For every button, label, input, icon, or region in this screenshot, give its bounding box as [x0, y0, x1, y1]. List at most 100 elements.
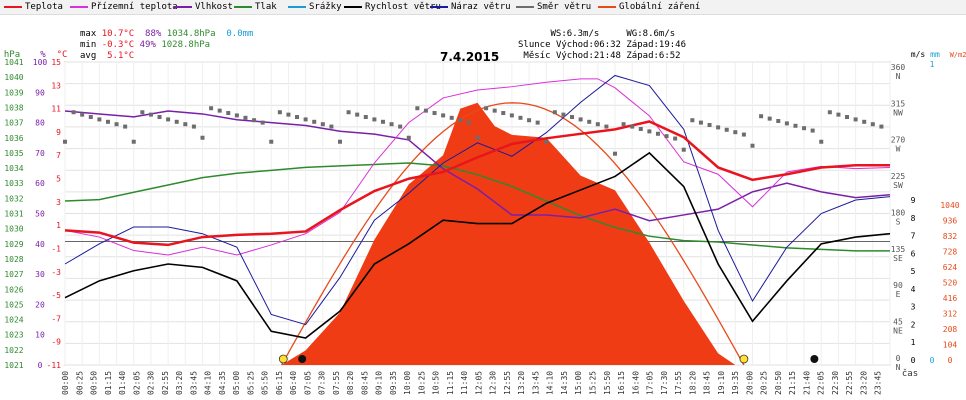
- dir-tick-label: SE: [893, 254, 903, 263]
- x-tick: 05:50: [261, 371, 270, 395]
- wind-direction-point: [80, 112, 85, 117]
- series-wind-speed: [64, 151, 891, 339]
- c-tick: -7: [51, 314, 61, 323]
- chart-title: 7.4.2015: [440, 50, 500, 64]
- x-tick: 14:35: [560, 371, 569, 395]
- sunset-marker: [739, 354, 749, 364]
- x-tick: 10:50: [432, 371, 441, 395]
- series-humidity: [64, 110, 891, 222]
- wind-direction-point: [423, 108, 428, 113]
- x-tick: 15:50: [603, 371, 612, 395]
- wind-direction-point: [71, 110, 76, 115]
- pct-tick: 70: [35, 149, 45, 158]
- x-tick: 09:35: [389, 371, 398, 395]
- max-label: max: [80, 29, 97, 39]
- series-ground-temp: [64, 78, 891, 256]
- pct-tick: 100: [33, 58, 48, 67]
- wind-direction-point: [544, 139, 549, 144]
- dir-tick-label: NW: [893, 108, 903, 117]
- wind-direction-point: [88, 115, 93, 120]
- wm2-tick: 1040: [940, 201, 959, 210]
- wind-direction-point: [243, 115, 248, 120]
- wind-direction-point: [776, 119, 781, 124]
- series-pressure: [64, 162, 890, 252]
- stats-block: max 10.7°C 88% 1034.8hPa 0.0mm min -0.3°…: [80, 18, 253, 62]
- wind-direction-point: [862, 119, 867, 124]
- wind-direction-point: [647, 129, 652, 134]
- legend-item: Tlak: [234, 2, 277, 12]
- wm2-tick: 104: [943, 341, 958, 350]
- wind-direction-point: [234, 113, 239, 118]
- wind-direction-point: [209, 106, 214, 111]
- wind-direction-point: [767, 116, 772, 121]
- axis-unit-ms: m/s: [911, 50, 926, 59]
- x-tick: 11:40: [460, 371, 469, 395]
- sun-block: WS:6.3m/s WG:8.6m/s Slunce Východ:06:32 …: [518, 18, 686, 62]
- wind-direction-point: [621, 122, 626, 127]
- hpa-tick: 1030: [4, 225, 23, 234]
- ms-tick: 2: [911, 320, 916, 329]
- wg-value: WG:8.6m/s: [626, 29, 676, 39]
- legend-label: Rychlost větru: [365, 2, 441, 12]
- legend: Teplota Přízemní teplota Vlhkost Tlak Srážky…: [0, 0, 966, 15]
- c-tick: 15: [51, 58, 61, 67]
- x-tick: 22:05: [817, 371, 826, 395]
- x-tick: 06:15: [275, 371, 284, 395]
- wind-direction-point: [63, 139, 67, 144]
- wind-direction-point: [363, 115, 368, 120]
- hpa-tick: 1034: [4, 164, 23, 173]
- hpa-tick: 1041: [4, 58, 23, 67]
- wind-direction-point: [441, 113, 446, 118]
- x-tick: 12:30: [489, 371, 498, 395]
- legend-item: Vlhkost: [174, 2, 233, 12]
- wind-direction-point: [346, 110, 351, 115]
- x-tick: 07:05: [303, 371, 312, 395]
- hpa-tick: 1029: [4, 240, 23, 249]
- wind-direction-point: [681, 147, 686, 152]
- legend-label: Vlhkost: [195, 2, 233, 12]
- c-tick: 11: [51, 105, 61, 114]
- wind-direction-point: [217, 108, 222, 113]
- wm2-tick: 520: [943, 279, 958, 288]
- wind-direction-point: [484, 106, 489, 111]
- x-tick: 00:50: [90, 371, 99, 395]
- wind-direction-point: [174, 119, 179, 124]
- wm2-tick: 208: [943, 325, 958, 334]
- wind-direction-point: [449, 115, 454, 120]
- x-tick: 22:55: [845, 371, 854, 395]
- moonrise: Východ:21:48: [555, 51, 621, 61]
- wm2-tick: 312: [943, 310, 958, 319]
- wind-direction-point: [312, 119, 317, 124]
- wind-direction-point: [260, 120, 265, 125]
- dir-tick-value: 360: [891, 63, 906, 72]
- wind-direction-point: [123, 124, 128, 129]
- wind-direction-point: [501, 111, 506, 116]
- wind-direction-point: [183, 122, 188, 127]
- pct-tick: 50: [35, 210, 45, 219]
- wind-direction-point: [380, 119, 385, 124]
- wind-direction-point: [338, 139, 342, 144]
- legend-swatch: [234, 5, 252, 8]
- wind-direction-point: [157, 115, 162, 120]
- x-tick: 21:40: [802, 371, 811, 395]
- c-tick: 1: [56, 221, 61, 230]
- pct-tick: 80: [35, 119, 45, 128]
- legend-item: Náraz větru: [430, 2, 511, 12]
- x-tick: 17:05: [646, 371, 655, 395]
- x-tick: 13:20: [517, 371, 526, 395]
- wind-direction-point: [673, 136, 678, 141]
- x-tick: 05:25: [246, 371, 255, 395]
- wm2-tick: 624: [943, 263, 958, 272]
- legend-label: Přízemní teplota: [91, 2, 178, 12]
- x-tick: 18:45: [703, 371, 712, 395]
- wm2-tick: 728: [943, 248, 958, 257]
- wind-direction-point: [853, 117, 858, 122]
- x-tick: 10:00: [403, 371, 412, 395]
- x-tick: 09:10: [375, 371, 384, 395]
- c-tick: 13: [51, 81, 61, 90]
- hpa-tick: 1021: [4, 361, 23, 370]
- x-tick: 07:30: [318, 371, 327, 395]
- x-tick: 08:45: [360, 371, 369, 395]
- ms-tick: 3: [911, 303, 916, 312]
